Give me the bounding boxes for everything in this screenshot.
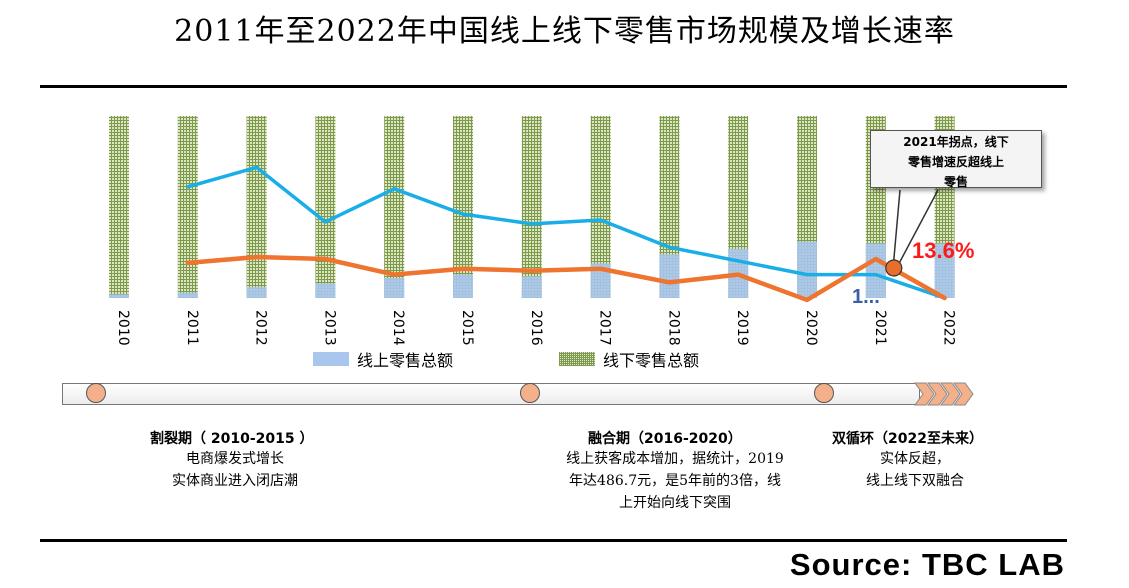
phase-text-1: 电商爆发式增长 实体商业进入闭店潮 bbox=[120, 448, 350, 492]
timeline-bar bbox=[62, 383, 920, 405]
phase-1-line-2: 实体商业进入闭店潮 bbox=[172, 473, 298, 489]
phase-text-3: 实体反超， 线上线下双融合 bbox=[830, 448, 1000, 492]
highlight-marker-2021 bbox=[885, 259, 903, 277]
bar-online-2017 bbox=[590, 263, 611, 298]
x-tick-2019: 2019 bbox=[734, 310, 750, 346]
bar-online-2018 bbox=[659, 254, 680, 298]
phase-1-line-1: 电商爆发式增长 bbox=[186, 451, 284, 467]
bar-offline-2013 bbox=[315, 116, 336, 298]
phase-title-2: 融合期（2016-2020） bbox=[588, 431, 742, 447]
phase-title-3: 双循环（2022至未来） bbox=[832, 431, 983, 447]
legend-swatch-online bbox=[313, 352, 349, 366]
callout-line-2: 零售增速反超线上 bbox=[907, 155, 1004, 169]
bar-online-2015 bbox=[453, 274, 473, 298]
bar-offline-2011 bbox=[177, 116, 198, 298]
callout-line-3: 零售 bbox=[943, 175, 968, 189]
bar-online-2013 bbox=[315, 283, 336, 298]
x-tick-2017: 2017 bbox=[597, 310, 613, 346]
bar-offline-2017 bbox=[590, 116, 611, 298]
bar-online-2012 bbox=[246, 287, 267, 298]
timeline-dot-3 bbox=[814, 383, 834, 403]
legend-label-offline: 线下零售总额 bbox=[603, 351, 700, 370]
phase-2-line-1: 线上获客成本增加，据统计，2019 bbox=[566, 451, 784, 467]
bar-online-2020 bbox=[797, 241, 817, 298]
x-tick-2021: 2021 bbox=[872, 310, 888, 346]
chart-title: 2011年至2022年中国线上线下零售市场规模及增长速率 bbox=[174, 14, 955, 49]
bar-offline-2012 bbox=[246, 116, 267, 298]
x-tick-2010: 2010 bbox=[115, 310, 131, 346]
x-tick-2020: 2020 bbox=[803, 310, 819, 346]
online-2021-value-label: 1... bbox=[852, 286, 880, 308]
bar-online-2021 bbox=[865, 243, 886, 298]
phase-2-line-2: 年达486.7元，是5年前的3倍，线 bbox=[569, 473, 781, 489]
bar-online-2011 bbox=[177, 292, 198, 298]
bar-offline-2016 bbox=[521, 116, 542, 298]
source-label: Source: TBC LAB bbox=[789, 547, 1065, 582]
timeline-dot-1 bbox=[86, 383, 106, 403]
x-tick-2013: 2013 bbox=[321, 310, 337, 346]
phase-text-2: 线上获客成本增加，据统计，2019 年达486.7元，是5年前的3倍，线 上开始… bbox=[530, 448, 820, 514]
x-tick-2016: 2016 bbox=[528, 310, 544, 346]
timeline-dot-2 bbox=[520, 383, 540, 403]
callout-pointer-right bbox=[899, 189, 939, 263]
legend-online: 线上零售总额 bbox=[313, 347, 453, 371]
bar-online-2016 bbox=[521, 276, 542, 298]
legend-label-online: 线上零售总额 bbox=[357, 351, 454, 370]
legend-swatch-offline bbox=[559, 352, 595, 366]
bar-offline-2014 bbox=[384, 116, 405, 298]
callout-line-1: 2021年拐点，线下 bbox=[903, 135, 1009, 149]
bar-online-2010 bbox=[109, 294, 129, 298]
x-tick-2014: 2014 bbox=[390, 310, 406, 346]
phase-3-line-1: 实体反超， bbox=[880, 451, 950, 467]
bar-online-2022 bbox=[934, 243, 955, 298]
offline-growth-line bbox=[185, 254, 947, 303]
bar-offline-2018 bbox=[659, 116, 680, 298]
x-tick-2011: 2011 bbox=[184, 310, 200, 346]
bar-offline-2015 bbox=[453, 116, 473, 298]
bar-offline-2010 bbox=[109, 116, 129, 298]
callout-box: 2021年拐点，线下 零售增速反超线上 零售 bbox=[870, 130, 1042, 189]
online-growth-line bbox=[186, 165, 947, 300]
callout-pointer-left bbox=[893, 189, 901, 261]
phase-title-1: 割裂期（ 2010-2015 ） bbox=[150, 431, 314, 447]
x-tick-2018: 2018 bbox=[665, 310, 681, 346]
timeline-arrow-2 bbox=[927, 382, 948, 406]
phase-3-line-2: 线上线下双融合 bbox=[866, 473, 964, 489]
offline-2021-value-label: 13.6% bbox=[912, 238, 974, 263]
top-rule bbox=[40, 85, 1067, 88]
x-tick-2012: 2012 bbox=[253, 310, 269, 346]
bottom-rule bbox=[40, 539, 1067, 542]
x-tick-2015: 2015 bbox=[459, 310, 475, 346]
timeline-arrow-3 bbox=[940, 382, 961, 406]
phase-2-line-3: 上开始向线下突围 bbox=[619, 495, 731, 511]
x-tick-2022: 2022 bbox=[941, 310, 957, 346]
legend-offline: 线下零售总额 bbox=[559, 347, 699, 371]
bar-online-2014 bbox=[384, 277, 405, 298]
timeline-arrow-4 bbox=[953, 382, 974, 406]
